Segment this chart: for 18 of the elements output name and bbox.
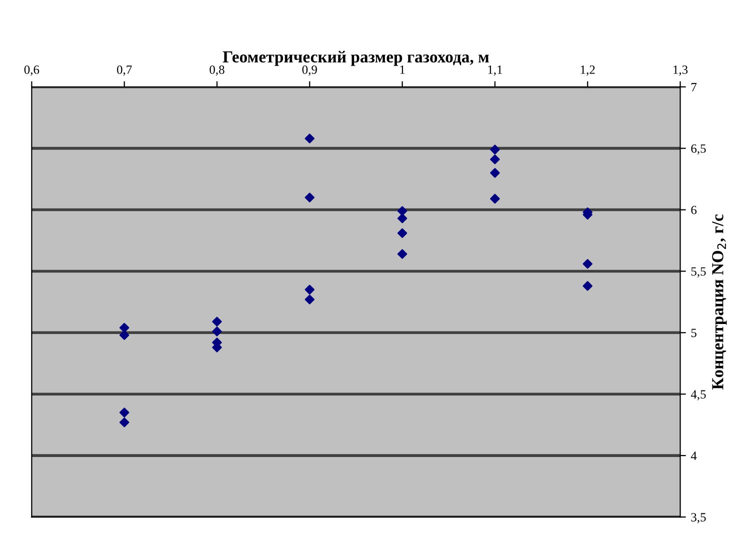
x-tick-label: 1,3 bbox=[674, 66, 688, 76]
x-tick-label: 1,1 bbox=[488, 66, 502, 76]
y-tick-label: 6,5 bbox=[691, 144, 706, 155]
x-tick-label: 0,9 bbox=[302, 65, 317, 76]
x-axis-title: Геометрический размер газохода, м bbox=[222, 50, 489, 66]
y-tick-label: 7 bbox=[691, 83, 697, 92]
x-tick-label: 1 bbox=[400, 66, 405, 74]
y-tick-label: 4,5 bbox=[690, 390, 706, 400]
x-tick-label: 0,6 bbox=[24, 65, 40, 76]
y-axis-title: Концентрация NO$_{2}$, г/с bbox=[712, 214, 727, 390]
y-tick-label: 3,5 bbox=[691, 513, 706, 524]
x-tick-label: 1,2 bbox=[580, 66, 595, 76]
y-tick-label: 5,5 bbox=[691, 267, 706, 278]
y-tick-label: 6 bbox=[691, 206, 697, 214]
x-tick-label: 0,7 bbox=[117, 65, 132, 76]
y-tick-label: 5 bbox=[691, 328, 696, 338]
y-tick-label: 4 bbox=[690, 452, 697, 460]
x-tick-label: 0,8 bbox=[210, 65, 224, 76]
